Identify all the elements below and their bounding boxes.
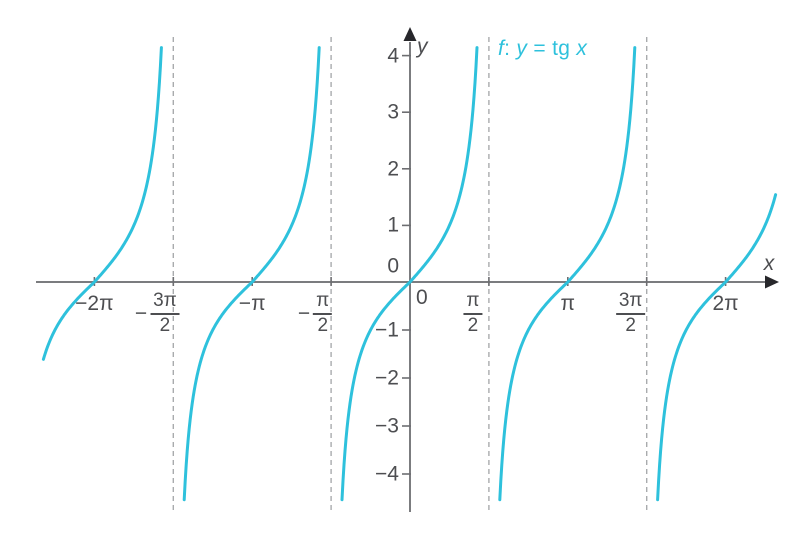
tangent-curve-branch — [498, 46, 637, 502]
fraction-numerator: 3π — [615, 290, 646, 315]
x-axis-arrow — [765, 275, 779, 289]
y-tick-label: 0 — [387, 254, 399, 278]
x-tick-label: −π — [238, 292, 266, 315]
function-title-part: f — [498, 37, 505, 60]
fraction-denominator: 2 — [467, 314, 479, 336]
fraction-denominator: 2 — [159, 314, 171, 336]
function-title-part: y — [516, 37, 528, 60]
x-tick-label: −2π — [75, 292, 114, 315]
fraction: 3π 2 — [615, 290, 646, 337]
fraction-denominator: 2 — [317, 314, 329, 336]
tangent-curve-branch — [182, 46, 321, 502]
fraction-denominator: 2 — [625, 314, 636, 336]
x-tick-label-fraction: − π 2 — [297, 290, 333, 337]
tangent-curve-branch — [340, 46, 479, 502]
x-tick-label: π — [560, 292, 576, 315]
y-tick-label: −1 — [375, 318, 399, 342]
x-tick-label: 2π — [712, 292, 739, 315]
y-axis-letter: y — [417, 35, 428, 58]
fraction: 3π 2 — [150, 290, 180, 337]
x-tick-label-fraction: −3π 2 — [134, 290, 180, 337]
x-axis-letter: x — [763, 252, 775, 275]
y-tick-label: −4 — [375, 462, 399, 486]
y-tick-label: 4 — [387, 44, 399, 68]
y-tick-label: −3 — [375, 414, 399, 438]
y-axis-arrow — [403, 27, 417, 41]
y-tick-label: 3 — [387, 100, 399, 124]
fraction-numerator: π — [313, 290, 333, 315]
x-tick-label-fraction: 3π 2 — [615, 290, 646, 337]
y-tick-label: 2 — [387, 157, 399, 181]
fraction-numerator: π — [463, 290, 483, 315]
y-tick-label: −2 — [375, 366, 399, 390]
function-title-part: x — [576, 37, 588, 60]
fraction-minus-sign: − — [134, 302, 148, 326]
function-title-part: = tg — [527, 37, 577, 60]
origin-label: 0 — [416, 286, 428, 309]
fraction-numerator: 3π — [150, 290, 180, 315]
function-title: f: y = tg x — [498, 36, 587, 61]
tangent-curve-branch — [656, 193, 778, 502]
tangent-curve-branch — [41, 46, 163, 361]
fraction-minus-sign: − — [297, 302, 311, 326]
y-tick-label: 1 — [387, 213, 399, 237]
function-title-part: : — [504, 37, 517, 60]
